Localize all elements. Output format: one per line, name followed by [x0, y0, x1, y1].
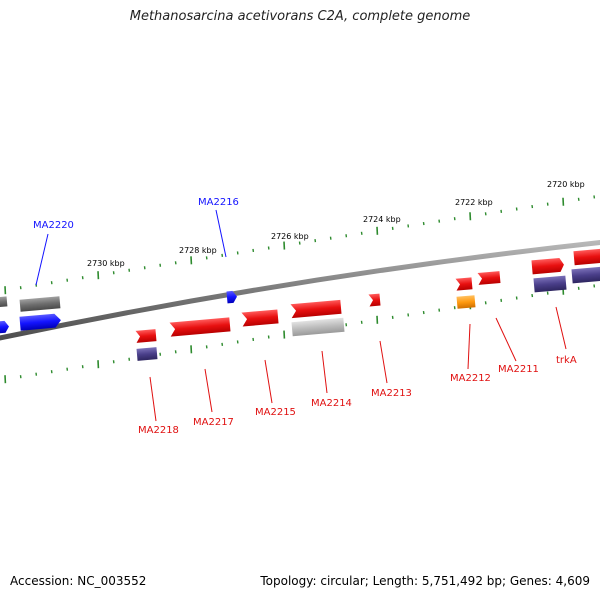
gene-ma2211[interactable] [477, 271, 501, 285]
label-ma2213[interactable]: MA2213 [371, 388, 412, 399]
scale-label-2724: 2724 kbp [363, 215, 401, 224]
leader-ma2218 [149, 376, 157, 422]
gene-labels: MA2220 MA2216 MA2218 MA2217 MA2215 MA221… [33, 197, 577, 436]
label-ma2215[interactable]: MA2215 [255, 407, 296, 418]
label-leader-lines [35, 209, 567, 422]
gene-blue-ma2220-region[interactable] [19, 313, 61, 331]
gene-ma2214-grey[interactable] [291, 317, 345, 337]
gene-ma2218-purple[interactable] [136, 347, 158, 361]
label-ma2216[interactable]: MA2216 [198, 197, 239, 208]
outer-scale-ticks [4, 195, 596, 295]
accession-text: Accession: NC_003552 [10, 574, 147, 588]
gene-purple-right[interactable] [571, 266, 600, 284]
gene-ma2213[interactable] [368, 293, 381, 307]
gene-ma2215[interactable] [241, 309, 279, 327]
genome-backbone [0, 240, 600, 341]
label-ma2211[interactable]: MA2211 [498, 364, 539, 375]
gene-red-outer-2[interactable] [573, 248, 600, 266]
leader-ma2211 [495, 317, 517, 362]
scale-labels: 2720 kbp 2722 kbp 2724 kbp 2726 kbp 2728… [87, 180, 585, 268]
leader-ma2217 [204, 368, 213, 413]
label-ma2214[interactable]: MA2214 [311, 398, 352, 409]
leader-ma2213 [379, 340, 388, 384]
scale-label-2728: 2728 kbp [179, 246, 217, 255]
leader-ma2212 [467, 323, 471, 370]
scale-label-2726: 2726 kbp [271, 232, 309, 241]
label-trka[interactable]: trkA [556, 355, 577, 366]
label-ma2218[interactable]: MA2218 [138, 425, 179, 436]
label-ma2217[interactable]: MA2217 [193, 417, 234, 428]
gene-grey-left-outer[interactable] [0, 296, 8, 308]
label-ma2212[interactable]: MA2212 [450, 373, 491, 384]
label-ma2220[interactable]: MA2220 [33, 220, 74, 231]
scale-label-2730: 2730 kbp [87, 259, 125, 268]
gene-ma2216[interactable] [226, 290, 237, 304]
map-title: Methanosarcina acetivorans C2A, complete… [129, 9, 471, 24]
leader-ma2220 [35, 233, 49, 286]
gene-blue-left-inner[interactable] [0, 320, 10, 334]
scale-label-2720: 2720 kbp [547, 180, 585, 189]
gene-grey-ma2220-region[interactable] [19, 296, 61, 312]
gene-ma2212-orange[interactable] [456, 295, 476, 309]
gene-trka-purple[interactable] [533, 275, 567, 293]
genes-outer-strand [0, 248, 600, 312]
gene-ma2212[interactable] [455, 277, 473, 291]
gene-red-outer-1[interactable] [531, 257, 564, 275]
genes-inner-strand [0, 266, 600, 361]
genome-summary-text: Topology: circular; Length: 5,751,492 bp… [260, 574, 590, 588]
gene-ma2217[interactable] [169, 317, 231, 337]
gene-ma2214[interactable] [290, 299, 342, 319]
scale-label-2722: 2722 kbp [455, 198, 493, 207]
leader-trka [555, 306, 567, 350]
leader-ma2214 [321, 350, 328, 394]
leader-ma2215 [264, 359, 273, 404]
gene-ma2218[interactable] [135, 329, 157, 343]
leader-ma2216 [215, 209, 227, 258]
